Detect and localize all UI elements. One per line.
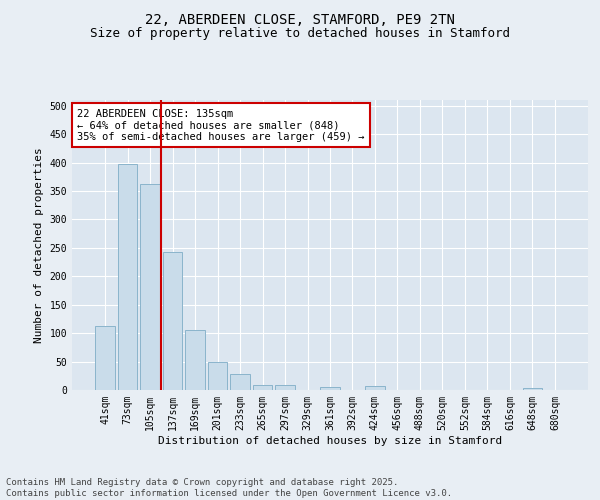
Bar (230, 374, 250, 390)
Text: 22 ABERDEEN CLOSE: 135sqm
← 64% of detached houses are smaller (848)
35% of semi: 22 ABERDEEN CLOSE: 135sqm ← 64% of detac… (77, 108, 365, 142)
Bar (118, 164, 137, 390)
Bar (523, 388, 542, 390)
Bar (320, 387, 340, 390)
Bar (95, 326, 115, 390)
Y-axis label: Number of detached properties: Number of detached properties (34, 147, 44, 343)
Bar (275, 386, 295, 390)
Bar (185, 330, 205, 390)
Bar (163, 252, 182, 390)
Text: 22, ABERDEEN CLOSE, STAMFORD, PE9 2TN: 22, ABERDEEN CLOSE, STAMFORD, PE9 2TN (145, 12, 455, 26)
Text: Size of property relative to detached houses in Stamford: Size of property relative to detached ho… (90, 28, 510, 40)
Bar (365, 386, 385, 390)
X-axis label: Distribution of detached houses by size in Stamford: Distribution of detached houses by size … (158, 436, 502, 446)
Bar (140, 184, 160, 390)
Bar (253, 385, 272, 390)
Bar (208, 362, 227, 390)
Text: Contains HM Land Registry data © Crown copyright and database right 2025.
Contai: Contains HM Land Registry data © Crown c… (6, 478, 452, 498)
